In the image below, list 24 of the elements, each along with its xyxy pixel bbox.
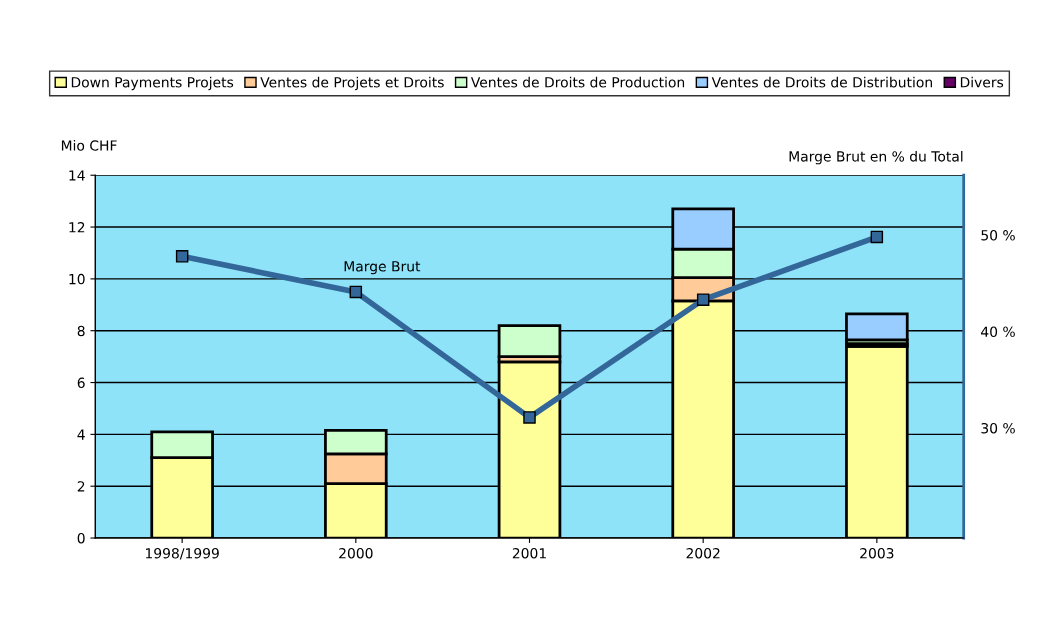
x-tick-label: 2001 [512, 547, 546, 559]
y2-tick-label: 50 % [981, 230, 1015, 241]
x-tick-label: 2002 [686, 547, 720, 559]
y-tick-label: 10 [69, 273, 85, 285]
legend-label: Ventes de Droits de Distribution [711, 76, 932, 88]
y-tick-label: 12 [69, 222, 85, 233]
y2-axis-title: Marge Brut en % du Total [789, 150, 963, 165]
y2-tick-label: 30 % [981, 423, 1015, 434]
y-tick-label: 0 [77, 532, 85, 544]
y-tick-label: 6 [77, 377, 85, 389]
legend-label: Ventes de Projets et Droits [260, 76, 444, 91]
x-tick-label: 2000 [339, 547, 373, 559]
y-tick-label: 4 [77, 429, 85, 440]
legend-label: Divers [960, 76, 1004, 88]
x-tick-label: 2003 [860, 547, 894, 559]
y-axis-title: Mio CHF [61, 140, 117, 151]
legend-label: Down Payments Projets [71, 76, 234, 91]
y-tick-label: 14 [69, 170, 85, 181]
x-tick-label: 1998/1999 [145, 547, 219, 560]
y-tick-label: 2 [77, 481, 85, 492]
legend-label: Ventes de Droits de Production [470, 76, 685, 88]
y-tick-label: 8 [77, 325, 85, 337]
annotation: Marge Brut [344, 261, 421, 275]
y2-tick-label: 40 % [981, 326, 1015, 338]
